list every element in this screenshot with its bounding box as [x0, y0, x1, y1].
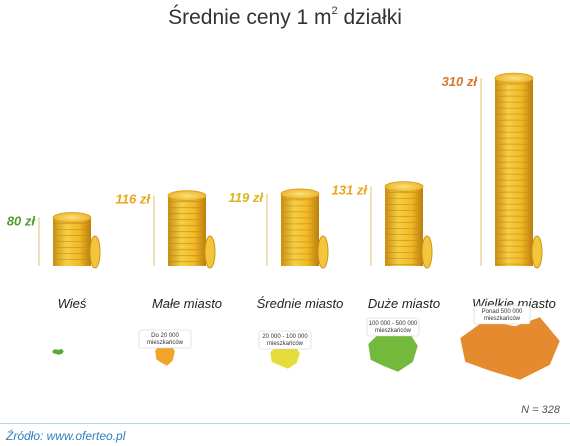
title-main: Średnie ceny 1 m — [168, 6, 332, 29]
population-range-label: 20 000 - 100 000 — [262, 334, 308, 340]
population-range-label: Do 20 000 — [151, 333, 179, 339]
city-map-shape — [459, 316, 561, 381]
title-superscript: 2 — [331, 5, 338, 17]
population-range-label: Ponad 500 000 — [482, 309, 523, 315]
population-unit-label: mieszkańców — [375, 328, 412, 334]
category-label: Średnie miasto — [257, 296, 344, 311]
sample-size-note: N = 328 — [521, 404, 560, 416]
category-label: Małe miasto — [152, 296, 222, 311]
population-callout — [138, 329, 192, 349]
value-label: 119 zł — [229, 190, 265, 205]
chart-title: Średnie ceny 1 m2 działki — [0, 5, 570, 30]
leaning-coin — [89, 235, 101, 269]
footer-divider — [0, 423, 570, 424]
leaning-coin — [531, 235, 543, 269]
coin-top — [52, 212, 92, 223]
leaning-coin — [204, 235, 216, 269]
title-suffix: działki — [337, 6, 402, 29]
value-label: 80 zł — [7, 214, 37, 229]
coin-stack-bar — [495, 78, 533, 266]
value-label: 116 zł — [116, 192, 152, 207]
leaning-coin — [421, 235, 433, 269]
value-label: 310 zł — [442, 74, 479, 89]
coin-top — [384, 181, 424, 193]
leaning-coin — [317, 235, 329, 269]
coin-top — [280, 188, 320, 200]
coin-top — [494, 72, 534, 84]
coin-top — [167, 190, 207, 202]
population-callout — [366, 317, 420, 337]
value-label: 131 zł — [332, 183, 369, 198]
population-callout — [258, 330, 312, 350]
population-unit-label: mieszkańców — [484, 316, 521, 322]
population-unit-label: mieszkańców — [147, 340, 184, 346]
source-note: Źródło: www.oferteo.pl — [6, 429, 126, 443]
population-unit-label: mieszkańców — [267, 341, 304, 347]
population-callout — [473, 305, 531, 325]
population-range-label: 100 000 - 500 000 — [369, 321, 418, 327]
city-map-shape — [51, 348, 65, 356]
category-label: Wieś — [58, 296, 87, 311]
category-label: Duże miasto — [368, 296, 440, 311]
